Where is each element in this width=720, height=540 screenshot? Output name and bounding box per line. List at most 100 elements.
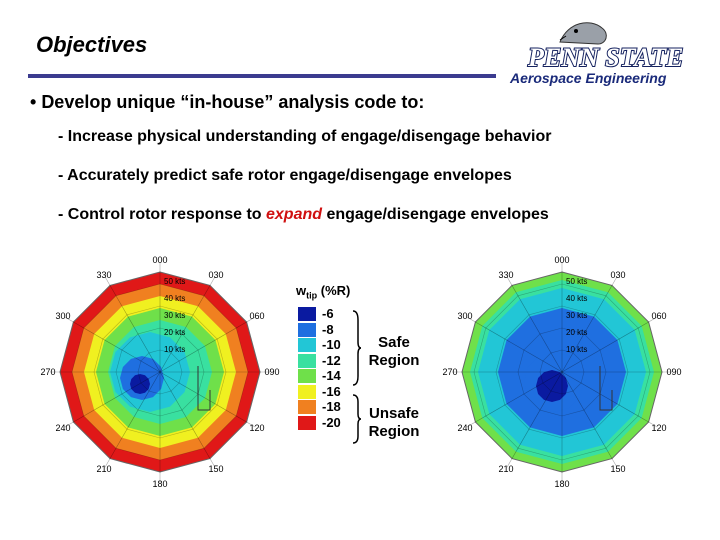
azimuth-spoke [159, 316, 256, 373]
main-bullet: • Develop unique “in-house” analysis cod… [30, 92, 425, 112]
safe-brace [352, 310, 362, 391]
speed-label: 30 kts [164, 311, 185, 320]
azimuth-label: 120 [651, 423, 666, 433]
azimuth-label: 000 [554, 255, 569, 265]
contour-band [536, 370, 568, 402]
speed-label: 40 kts [566, 294, 587, 303]
azimuth-spoke [561, 276, 618, 373]
legend-value: -8 [322, 321, 334, 337]
grid-ring [115, 327, 205, 417]
logo-text: PENN STATE [527, 43, 683, 72]
azimuth-spoke [159, 276, 216, 373]
azimuth-label: 240 [55, 423, 70, 433]
safe-region-label: Safe Region [368, 334, 420, 369]
objective-item-3-post: engage/disengage envelopes [322, 206, 549, 223]
azimuth-label: 330 [96, 270, 111, 280]
azimuth-spoke [104, 276, 161, 373]
azimuth-label: 150 [208, 464, 223, 474]
plot-outline [59, 271, 261, 473]
plot-outline [461, 271, 663, 473]
speed-label: 10 kts [566, 345, 587, 354]
azimuth-label: 000 [152, 255, 167, 265]
objective-item-3: - Control rotor response to expand engag… [58, 206, 549, 224]
speed-label: 20 kts [566, 328, 587, 337]
unsafe-region-label: Unsafe Region [368, 405, 420, 440]
penn-state-logo: PENN STATE [520, 14, 700, 84]
objective-item-1: - Increase physical understanding of eng… [58, 128, 552, 145]
legend-unit: (%R) [317, 283, 351, 298]
azimuth-label: 030 [610, 270, 625, 280]
legend-value: -20 [322, 414, 341, 430]
grid-ring [517, 327, 607, 417]
azimuth-label: 090 [264, 367, 279, 377]
expand-emphasis: expand [266, 206, 323, 223]
azimuth-spoke [561, 371, 658, 428]
azimuth-label: 120 [249, 423, 264, 433]
legend-swatch [298, 307, 316, 321]
azimuth-label: 210 [96, 464, 111, 474]
grid-ring [539, 349, 585, 395]
grid-ring [71, 283, 249, 461]
azimuth-label: 060 [249, 311, 264, 321]
legend-swatch [298, 338, 316, 352]
slide-title: Objectives [36, 32, 148, 57]
azimuth-spoke [466, 316, 563, 373]
azimuth-label: 300 [457, 311, 472, 321]
grid-ring [495, 305, 629, 439]
reference-bracket [197, 366, 211, 411]
azimuth-label: 150 [610, 464, 625, 474]
azimuth-label: 330 [498, 270, 513, 280]
department-label: Aerospace Engineering [510, 70, 667, 86]
objective-item-3-pre: - Control rotor response to [58, 206, 266, 223]
unsafe-brace [352, 394, 362, 449]
azimuth-label: 240 [457, 423, 472, 433]
azimuth-label: 300 [55, 311, 70, 321]
legend-title: wtip (%R) [296, 283, 350, 301]
speed-label: 40 kts [164, 294, 185, 303]
azimuth-spoke [64, 371, 161, 428]
contour-band [130, 374, 150, 394]
azimuth-spoke [64, 316, 161, 373]
azimuth-spoke [104, 371, 161, 468]
legend-swatch [298, 415, 316, 430]
azimuth-label: 030 [208, 270, 223, 280]
grid-ring [473, 283, 651, 461]
azimuth-label: 180 [152, 479, 167, 489]
legend-value: -12 [322, 352, 341, 368]
objective-item-2: - Accurately predict safe rotor engage/d… [58, 167, 512, 184]
azimuth-label: 180 [554, 479, 569, 489]
legend-swatch [298, 384, 316, 399]
azimuth-spoke [506, 371, 563, 468]
speed-label: 20 kts [164, 328, 185, 337]
reference-bracket [599, 366, 613, 411]
right-polar-plot: 000 030 060 090 120 150 180 210 240 270 300 330 50 k… [442, 250, 682, 490]
azimuth-spoke [159, 371, 216, 468]
legend-w: w [296, 283, 307, 298]
main-bullet-text: Develop unique “in-house” analysis code … [41, 92, 425, 112]
azimuth-label: 210 [498, 464, 513, 474]
legend-tip: tip [306, 290, 318, 301]
legend-value: -6 [322, 306, 334, 321]
azimuth-label: 060 [651, 311, 666, 321]
legend-value: -10 [322, 337, 341, 352]
legend-swatch [298, 322, 316, 337]
azimuth-label: 270 [40, 367, 55, 377]
legend-swatch [298, 353, 316, 368]
azimuth-label: 090 [666, 367, 681, 377]
grid-ring [93, 305, 227, 439]
speed-label: 30 kts [566, 311, 587, 320]
azimuth-spoke [506, 276, 563, 373]
speed-label: 10 kts [164, 345, 185, 354]
left-polar-plot: 000 030 060 090 120 150 180 210 240 270 300 330 50 k… [40, 250, 280, 490]
speed-label: 50 kts [164, 277, 185, 286]
legend-value: -14 [322, 368, 341, 383]
legend-value: -16 [322, 383, 341, 399]
azimuth-spoke [159, 371, 256, 428]
legend-swatch [298, 369, 316, 383]
azimuth-spoke [561, 371, 618, 468]
azimuth-spoke [466, 371, 563, 428]
speed-label: 50 kts [566, 277, 587, 286]
azimuth-spoke [561, 316, 658, 373]
legend-swatch [298, 400, 316, 414]
grid-ring [137, 349, 183, 395]
